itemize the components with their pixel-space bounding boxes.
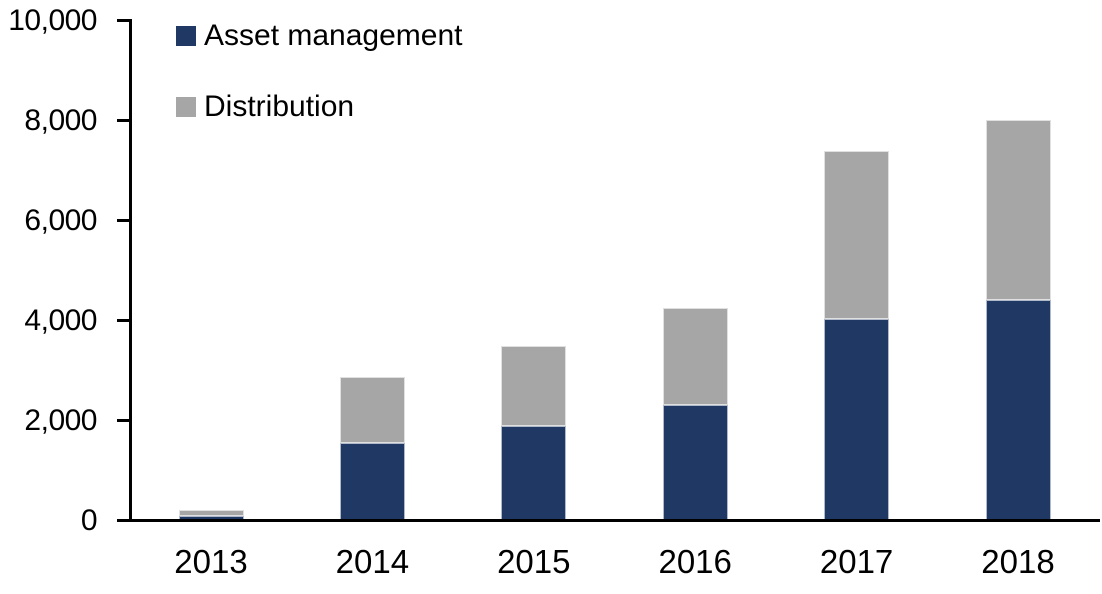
bar-segment-asset-management-2016 <box>662 405 728 521</box>
y-axis-tick-label: 2,000 <box>24 403 97 437</box>
y-axis-tick <box>117 319 130 322</box>
bar-segment-distribution-2017 <box>824 150 890 319</box>
y-axis-tick-label: 6,000 <box>24 203 97 237</box>
y-axis-tick-label: 4,000 <box>24 303 97 337</box>
bar-segment-distribution-2013 <box>178 510 244 516</box>
bar-segment-asset-management-2017 <box>824 318 890 521</box>
bar-segment-distribution-2015 <box>501 345 567 426</box>
x-axis-label-2015: 2015 <box>497 543 571 580</box>
bar-segment-distribution-2016 <box>662 308 728 405</box>
legend-label-distribution: Distribution <box>204 90 355 123</box>
legend-item-asset-management: Asset management <box>176 19 463 52</box>
bar-segment-asset-management-2018 <box>985 299 1051 521</box>
y-axis-tick <box>117 119 130 122</box>
y-axis-tick-label: 8,000 <box>24 103 97 137</box>
x-axis-label-2016: 2016 <box>658 543 732 580</box>
legend: Asset management Distribution <box>176 19 463 167</box>
y-axis-tick <box>117 419 130 422</box>
bar-segment-asset-management-2014 <box>339 443 405 521</box>
x-axis-line <box>129 519 1100 522</box>
bar-segment-distribution-2018 <box>985 119 1051 300</box>
y-axis-line <box>129 19 132 522</box>
y-axis-tick <box>117 19 130 22</box>
legend-swatch-distribution-icon <box>176 96 196 117</box>
legend-swatch-asset-management-icon <box>176 25 196 46</box>
x-axis-label-2014: 2014 <box>335 543 410 580</box>
y-axis-tick <box>117 519 130 522</box>
bar-segment-asset-management-2015 <box>501 426 567 521</box>
bar-segment-distribution-2014 <box>339 377 405 443</box>
x-axis-label-2013: 2013 <box>174 543 248 580</box>
legend-label-asset-management: Asset management <box>204 19 463 52</box>
legend-item-distribution: Distribution <box>176 90 462 123</box>
y-axis-tick-label: 0 <box>80 503 98 537</box>
x-axis-label-2018: 2018 <box>981 543 1055 580</box>
y-axis-tick <box>117 219 130 222</box>
y-axis-tick-label: 10,000 <box>8 3 97 37</box>
x-axis-label-2017: 2017 <box>819 543 894 580</box>
